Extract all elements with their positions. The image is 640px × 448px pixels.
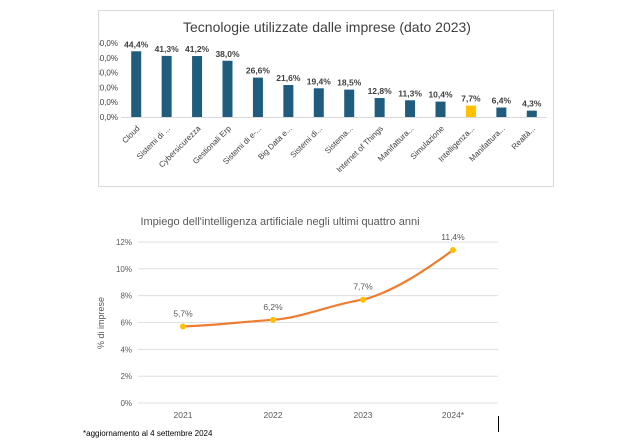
y-tick-label: 30,0% bbox=[99, 69, 118, 78]
bar-value-label: 10,4% bbox=[428, 90, 453, 100]
bar bbox=[283, 85, 294, 117]
chart-title: Tecnologie utilizzate dalle imprese (dat… bbox=[183, 19, 471, 35]
series-line bbox=[182, 249, 454, 328]
bar-value-label: 12,8% bbox=[368, 86, 393, 96]
bar bbox=[496, 107, 507, 117]
y-tick-label: 0% bbox=[120, 399, 132, 408]
bar-value-label: 41,2% bbox=[185, 44, 210, 54]
footnote: *aggiornamento al 4 settembre 2024 bbox=[83, 429, 213, 438]
bar bbox=[161, 55, 172, 117]
x-tick-label: 2022 bbox=[264, 410, 283, 420]
bar bbox=[374, 98, 385, 117]
bar-value-label: 4,3% bbox=[522, 99, 542, 109]
x-tick-label: 2023 bbox=[354, 410, 373, 420]
y-tick-label: 20,0% bbox=[99, 83, 118, 92]
bar bbox=[222, 60, 233, 117]
chart-title: Impiego dell'intelligenza artificiale ne… bbox=[140, 216, 419, 228]
category-label: Sistemi di... bbox=[289, 124, 325, 160]
bar bbox=[252, 77, 263, 117]
bar bbox=[435, 101, 446, 117]
ai-usage-line-chart: Impiego dell'intelligenza artificiale ne… bbox=[96, 216, 498, 420]
bar bbox=[405, 100, 416, 117]
x-tick-label: 2024* bbox=[442, 410, 465, 420]
category-label: Sistema... bbox=[323, 124, 355, 156]
y-tick-label: 8% bbox=[120, 292, 132, 301]
y-tick-label: 12% bbox=[116, 238, 132, 247]
data-label: 6,2% bbox=[263, 302, 283, 312]
bar bbox=[131, 51, 142, 118]
y-tick-label: 6% bbox=[120, 319, 132, 328]
data-point bbox=[180, 323, 186, 330]
category-label: Realtà... bbox=[510, 124, 537, 151]
bar-value-label: 6,4% bbox=[492, 96, 512, 106]
bar-value-label: 7,7% bbox=[461, 94, 481, 104]
bar bbox=[344, 89, 355, 117]
bar bbox=[465, 105, 476, 117]
data-label: 7,7% bbox=[353, 282, 373, 292]
bar-value-label: 11,3% bbox=[398, 88, 422, 98]
data-point bbox=[450, 247, 456, 254]
data-point bbox=[360, 296, 366, 303]
bar bbox=[313, 88, 324, 117]
text-cursor bbox=[498, 416, 499, 432]
bar bbox=[192, 56, 203, 117]
bar-value-label: 21,6% bbox=[276, 73, 301, 83]
bar bbox=[526, 110, 537, 117]
data-label: 11,4% bbox=[441, 232, 465, 242]
category-label: Cloud bbox=[120, 124, 141, 145]
bar-value-label: 19,4% bbox=[307, 76, 332, 86]
x-tick-label: 2021 bbox=[174, 410, 193, 420]
bar-value-label: 18,5% bbox=[337, 78, 362, 88]
bar-value-label: 26,6% bbox=[246, 66, 271, 76]
data-label: 5,7% bbox=[173, 309, 193, 319]
y-tick-label: 50,0% bbox=[99, 39, 118, 48]
y-tick-label: 4% bbox=[120, 345, 132, 354]
y-tick-label: 10% bbox=[116, 265, 132, 274]
y-tick-label: 2% bbox=[120, 372, 132, 381]
bar-value-label: 41,3% bbox=[155, 44, 180, 54]
y-tick-label: 40,0% bbox=[99, 54, 118, 63]
technologies-chart-panel: Tecnologie utilizzate dalle imprese (dat… bbox=[98, 10, 554, 187]
technologies-bar-chart: Tecnologie utilizzate dalle imprese (dat… bbox=[99, 19, 547, 174]
bar-value-label: 38,0% bbox=[215, 49, 240, 59]
bar-value-label: 44,4% bbox=[124, 39, 149, 49]
data-point bbox=[270, 316, 276, 323]
y-axis-label: % di imprese bbox=[96, 297, 106, 349]
y-tick-label: 0,0% bbox=[100, 113, 118, 122]
y-tick-label: 10,0% bbox=[99, 98, 118, 107]
